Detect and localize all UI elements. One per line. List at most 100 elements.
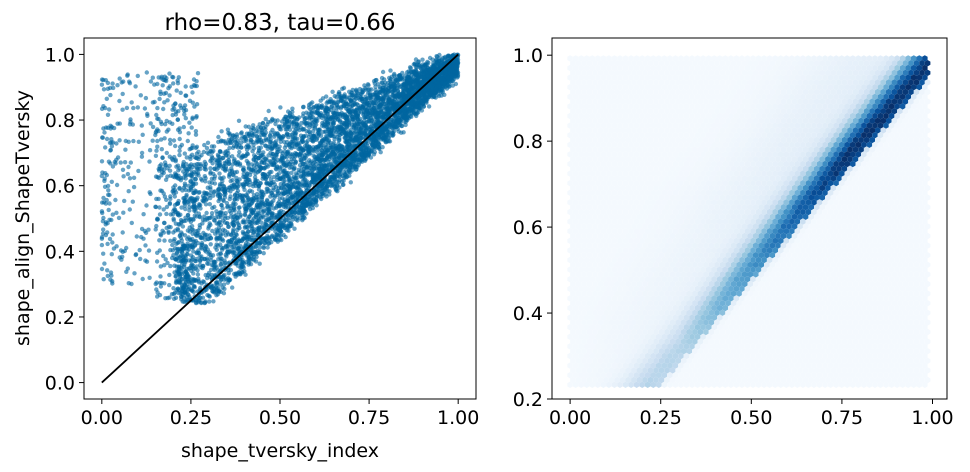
scatter-point <box>254 134 260 139</box>
scatter-point <box>217 171 222 176</box>
scatter-point <box>255 169 261 175</box>
scatter-point <box>294 195 299 200</box>
scatter-point <box>264 162 270 168</box>
scatter-point <box>319 183 325 188</box>
scatter-point <box>307 206 313 212</box>
scatter-point <box>282 145 288 150</box>
scatter-point <box>234 215 240 220</box>
scatter-point <box>221 175 226 180</box>
scatter-point <box>289 170 294 176</box>
scatter-point <box>231 214 236 220</box>
scatter-point <box>223 211 228 216</box>
scatter-point <box>245 216 251 222</box>
scatter-point <box>222 160 227 166</box>
scatter-point <box>205 261 210 266</box>
scatter-point <box>207 180 212 185</box>
scatter-point <box>359 92 364 97</box>
scatter-point <box>345 102 351 107</box>
scatter-point <box>450 83 455 88</box>
scatter-point <box>225 230 230 235</box>
scatter-point <box>215 230 220 235</box>
scatter-point <box>385 112 391 118</box>
scatter-point <box>294 141 299 146</box>
scatter-point <box>254 205 259 210</box>
scatter-point <box>266 153 271 158</box>
scatter-point <box>319 105 325 111</box>
scatter-point <box>276 199 282 205</box>
scatter-point <box>209 176 215 181</box>
scatter-point <box>208 284 213 289</box>
scatter-point <box>413 79 418 84</box>
scatter-point <box>331 121 336 126</box>
scatter-point <box>246 124 251 129</box>
scatter-point <box>183 206 188 212</box>
scatter-point <box>215 292 220 297</box>
scatter-point <box>438 62 444 68</box>
scatter-point <box>297 163 303 168</box>
scatter-point <box>195 240 201 246</box>
scatter-point <box>194 170 199 175</box>
scatter-point <box>222 187 228 192</box>
scatter-point <box>187 208 192 213</box>
scatter-point <box>380 130 386 136</box>
scatter-point <box>203 249 209 254</box>
scatter-point <box>383 96 388 101</box>
scatter-point <box>240 154 245 160</box>
scatter-point <box>208 252 213 258</box>
scatter-point <box>373 100 378 106</box>
scatter-point <box>214 209 219 214</box>
scatter-point <box>432 94 437 100</box>
scatter-point <box>365 82 371 87</box>
scatter-point <box>184 155 189 160</box>
scatter-point <box>318 171 323 176</box>
scatter-point <box>281 182 286 188</box>
scatter-point <box>294 151 299 157</box>
scatter-point <box>210 205 215 211</box>
scatter-point <box>241 198 246 203</box>
scatter-point <box>231 220 236 225</box>
scatter-point <box>238 163 243 168</box>
scatter-point <box>263 127 268 132</box>
scatter-point <box>205 150 210 155</box>
scatter-point <box>232 234 238 239</box>
scatter-point <box>275 165 280 170</box>
scatter-point <box>387 139 393 144</box>
scatter-point <box>255 125 261 130</box>
scatter-point <box>362 83 367 88</box>
scatter-point <box>255 210 261 215</box>
scatter-point <box>267 173 272 179</box>
scatter-point <box>358 132 363 138</box>
scatter-point <box>399 123 405 129</box>
scatter-point <box>352 97 357 103</box>
scatter-point <box>316 130 321 135</box>
scatter-point <box>174 164 179 169</box>
scatter-point <box>289 164 294 170</box>
scatter-point <box>222 260 228 265</box>
scatter-point <box>199 254 204 259</box>
scatter-point <box>328 161 333 167</box>
scatter-point <box>400 70 405 76</box>
scatter-point <box>423 98 429 103</box>
scatter-point <box>231 240 237 246</box>
scatter-point <box>323 157 328 162</box>
scatter-point <box>350 93 355 98</box>
scatter-point <box>213 245 218 250</box>
scatter-point <box>408 86 413 92</box>
scatter-point <box>192 213 197 218</box>
scatter-point <box>203 237 208 242</box>
scatter-point <box>258 240 264 245</box>
scatter-point <box>211 190 216 195</box>
scatter-point <box>251 168 256 173</box>
scatter-point <box>423 94 428 99</box>
scatter-point <box>180 188 185 193</box>
scatter-point <box>191 271 196 276</box>
scatter-point <box>296 211 301 216</box>
scatter-point <box>231 158 237 163</box>
scatter-point <box>444 86 450 91</box>
scatter-point <box>319 151 324 156</box>
scatter-point <box>304 211 309 216</box>
scatter-point <box>228 194 233 199</box>
scatter-point <box>226 271 231 276</box>
scatter-point <box>218 210 223 216</box>
scatter-point <box>212 264 217 269</box>
